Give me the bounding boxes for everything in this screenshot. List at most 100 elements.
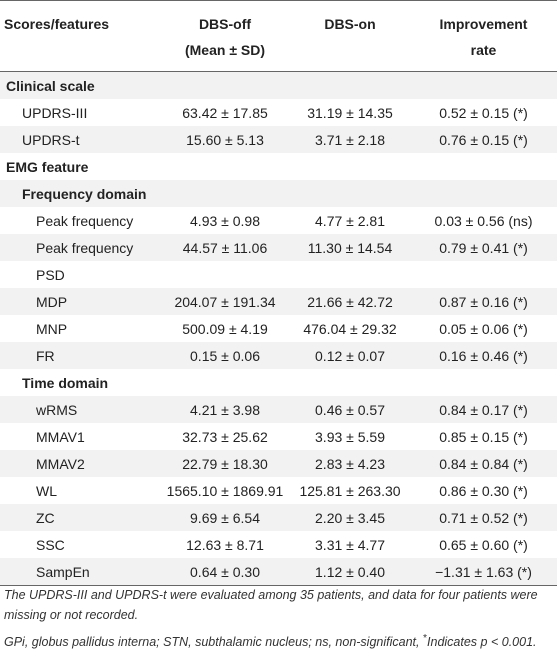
data-table: Scores/features DBS-off (Mean ± SD) DBS-on I… [0, 0, 557, 586]
value-cell: −1.31 ± 1.63 (*) [410, 558, 557, 586]
value-cell: 0.52 ± 0.15 (*) [439, 104, 528, 121]
value-cell: 63.42 ± 17.85 [182, 104, 268, 121]
footnote: GPi, globus pallidus interna; STN, subth… [4, 629, 554, 652]
value-cell: 22.79 ± 18.30 [160, 450, 290, 477]
value-cell: 21.66 ± 42.72 [290, 288, 410, 315]
row-label: UPDRS-t [0, 126, 160, 153]
group-title: Time domain [22, 374, 109, 391]
row-label: SSC [36, 536, 65, 553]
footnote-text: GPi, globus pallidus interna; STN, subth… [4, 635, 423, 650]
value-cell: 0.71 ± 0.52 (*) [410, 504, 557, 531]
section-title: Clinical scale [0, 71, 160, 99]
row-label: Peak frequency [36, 212, 134, 229]
value-cell: 0.15 ± 0.06 [160, 342, 290, 369]
column-header: Scores/features [0, 0, 160, 72]
header-line: rate [470, 42, 497, 58]
table-row: SSC 12.63 ± 8.71 3.31 ± 4.77 0.65 ± 0.60 (*… [0, 531, 557, 558]
value-cell: 2.20 ± 3.45 [290, 504, 410, 531]
value-cell: 125.81 ± 263.30 [299, 482, 401, 499]
footnote: The UPDRS-III and UPDRS-t were evaluated… [4, 585, 554, 625]
value-cell: 0.84 ± 0.17 (*) [410, 396, 557, 423]
table-row: ZC 9.69 ± 6.54 2.20 ± 3.45 0.71 ± 0.52 (*) [0, 504, 557, 531]
value-cell: 0.03 ± 0.56 (ns) [434, 212, 533, 229]
header-line: Scores/features [4, 16, 110, 32]
row-label: PSD [36, 266, 65, 283]
empty-cell [160, 153, 290, 180]
value-cell: 476.04 ± 29.32 [303, 320, 397, 337]
row-label: FR [0, 342, 160, 369]
column-header: DBS-off (Mean ± SD) [160, 0, 290, 72]
table-row: WL 1565.10 ± 1869.91 125.81 ± 263.30 0.86 ±… [0, 477, 557, 504]
value-cell: 3.31 ± 4.77 [315, 536, 385, 553]
value-cell: 0.64 ± 0.30 [160, 558, 290, 586]
empty-cell [290, 180, 410, 207]
value-cell: 9.69 ± 6.54 [160, 504, 290, 531]
row-label: WL [36, 482, 57, 499]
row-label: MDP [0, 288, 160, 315]
value-cell: 500.09 ± 4.19 [182, 320, 268, 337]
table-row: MMAV1 32.73 ± 25.62 3.93 ± 5.59 0.85 ± 0.15… [0, 423, 557, 450]
column-header: DBS-on [290, 0, 410, 72]
value-cell: 0.79 ± 0.41 (*) [410, 234, 557, 261]
table-row: UPDRS-III 63.42 ± 17.85 31.19 ± 14.35 0.52 … [0, 99, 557, 126]
footnote-text: Indicates [427, 635, 481, 650]
value-cell: 4.77 ± 2.81 [315, 212, 385, 229]
header-row: Scores/features DBS-off (Mean ± SD) DBS-on I… [0, 0, 557, 72]
value-cell: 2.83 ± 4.23 [290, 450, 410, 477]
value-cell: 15.60 ± 5.13 [160, 126, 290, 153]
value-cell: 3.71 ± 2.18 [290, 126, 410, 153]
empty-cell [290, 369, 410, 396]
empty-cell [410, 71, 557, 99]
empty-cell [290, 261, 410, 288]
table-row: MNP 500.09 ± 4.19 476.04 ± 29.32 0.05 ± 0.0… [0, 315, 557, 342]
value-cell: 0.87 ± 0.16 (*) [410, 288, 557, 315]
value-cell: 11.30 ± 14.54 [290, 234, 410, 261]
table-row: SampEn 0.64 ± 0.30 1.12 ± 0.40 −1.31 ± 1.63… [0, 558, 557, 586]
table-row: wRMS 4.21 ± 3.98 0.46 ± 0.57 0.84 ± 0.17 (*… [0, 396, 557, 423]
empty-cell [160, 71, 290, 99]
header-line: DBS-off [198, 16, 252, 32]
footnote-text: < 0.001. [487, 635, 537, 650]
row-label: MMAV1 [36, 428, 85, 445]
row-label: Peak frequency [0, 234, 160, 261]
group-title: Frequency domain [0, 180, 160, 207]
column-header: Improvement rate [410, 0, 557, 72]
empty-cell [410, 180, 557, 207]
table-row: Clinical scale [0, 71, 557, 99]
empty-cell [160, 180, 290, 207]
value-cell: 0.05 ± 0.06 (*) [439, 320, 528, 337]
table-row: MDP 204.07 ± 191.34 21.66 ± 42.72 0.87 ± 0.… [0, 288, 557, 315]
empty-cell [160, 261, 290, 288]
row-label: SampEn [0, 558, 160, 586]
footnotes: The UPDRS-III and UPDRS-t were evaluated… [4, 585, 554, 656]
empty-cell [290, 71, 410, 99]
row-label: wRMS [0, 396, 160, 423]
table-row: Frequency domain [0, 180, 557, 207]
table-row: FR 0.15 ± 0.06 0.12 ± 0.07 0.16 ± 0.46 (*) [0, 342, 557, 369]
footnote-text: The UPDRS-III and UPDRS-t were evaluated… [4, 588, 538, 622]
footnote-text: * [422, 633, 428, 644]
table-row: PSD [0, 261, 557, 288]
header-line: (Mean ± SD) [184, 42, 266, 58]
table-row: Peak frequency 4.93 ± 0.98 4.77 ± 2.81 0.03… [0, 207, 557, 234]
value-cell: 12.63 ± 8.71 [186, 536, 264, 553]
value-cell: 4.93 ± 0.98 [190, 212, 260, 229]
table-row: UPDRS-t 15.60 ± 5.13 3.71 ± 2.18 0.76 ± 0.1… [0, 126, 557, 153]
value-cell: 3.93 ± 5.59 [315, 428, 385, 445]
value-cell: 1.12 ± 0.40 [290, 558, 410, 586]
footnote-text: p [480, 635, 488, 650]
table-row: Time domain [0, 369, 557, 396]
header-line: Improvement [439, 16, 528, 32]
value-cell: 44.57 ± 11.06 [160, 234, 290, 261]
value-cell: 0.85 ± 0.15 (*) [439, 428, 528, 445]
value-cell: 31.19 ± 14.35 [307, 104, 393, 121]
empty-cell [410, 369, 557, 396]
header-line: DBS-on [324, 16, 376, 32]
table-row: Peak frequency 44.57 ± 11.06 11.30 ± 14.54… [0, 234, 557, 261]
value-cell: 0.65 ± 0.60 (*) [439, 536, 528, 553]
empty-cell [410, 261, 557, 288]
value-cell: 4.21 ± 3.98 [160, 396, 290, 423]
empty-cell [160, 369, 290, 396]
value-cell: 0.46 ± 0.57 [290, 396, 410, 423]
